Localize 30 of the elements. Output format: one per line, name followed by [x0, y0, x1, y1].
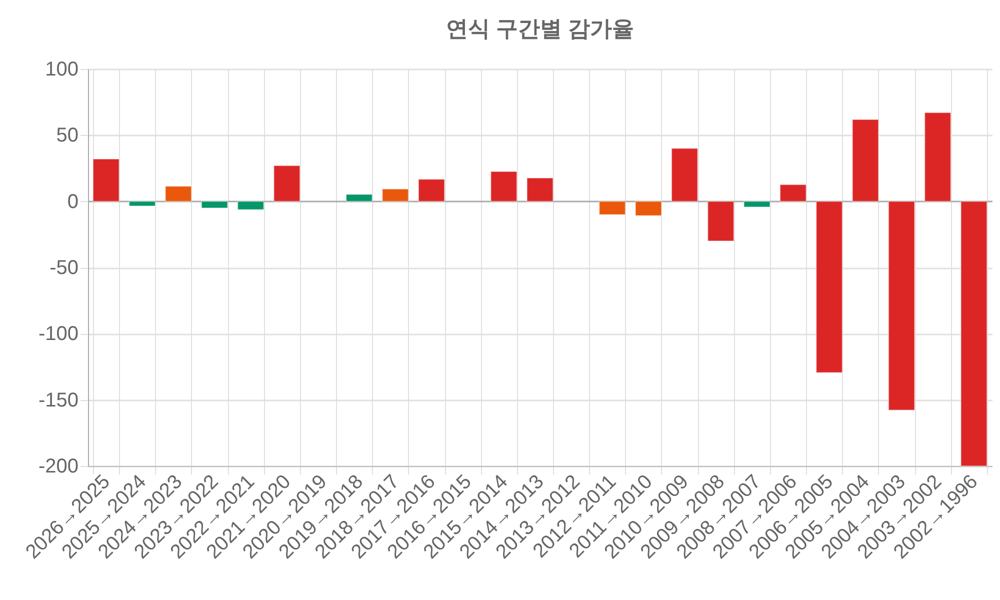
bar: [924, 112, 952, 202]
bar: [346, 194, 373, 202]
bar: [634, 200, 662, 216]
bar: [382, 188, 409, 202]
y-tick-label: 0: [67, 190, 78, 213]
bar: [707, 200, 734, 242]
bar: [888, 200, 916, 411]
bar: [201, 200, 228, 208]
y-tick-label: -200: [38, 456, 78, 478]
bar: [743, 200, 770, 208]
bar: [960, 200, 988, 466]
y-tick-label: 50: [56, 124, 78, 147]
bar: [780, 184, 807, 202]
chart-title: 연식 구간별 감가율: [446, 16, 634, 41]
bar: [273, 165, 300, 202]
y-tick-label: -100: [38, 323, 78, 346]
y-tick-label: -150: [38, 389, 78, 412]
y-tick-label: -50: [50, 257, 78, 279]
bar: [598, 200, 626, 216]
y-tick-label: 100: [45, 58, 78, 80]
bar: [164, 186, 192, 202]
bar: [816, 200, 843, 374]
bar: [418, 178, 446, 202]
bar: [92, 158, 120, 202]
bar: [128, 200, 156, 206]
bar: [852, 119, 879, 202]
bar: [671, 148, 698, 202]
bar: [490, 171, 518, 202]
bar: [237, 200, 264, 210]
bar: [526, 178, 554, 202]
